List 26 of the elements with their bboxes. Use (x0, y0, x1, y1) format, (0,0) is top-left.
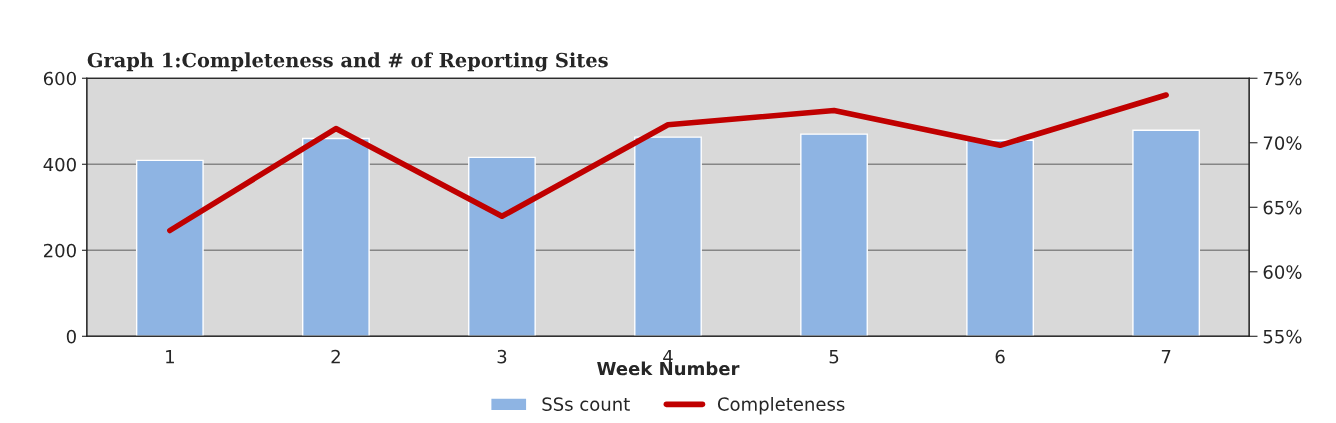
bar (966, 139, 1034, 337)
y-tick-label: 400 (43, 157, 76, 172)
x-tick-label: 5 (829, 350, 839, 364)
chart-title: Graph 1:Completeness and # of Reporting Sites (87, 52, 608, 72)
y-tick-label: 0 (66, 329, 76, 344)
x-tick-label: 1 (166, 350, 174, 364)
bar (468, 156, 536, 337)
bar (634, 136, 702, 337)
x-tick-label: 2 (331, 349, 340, 364)
y-tick-label: 200 (43, 243, 76, 258)
bar (1132, 129, 1201, 337)
y2-tick-label: 70% (1263, 136, 1302, 150)
bar (302, 137, 370, 337)
bar (135, 159, 204, 337)
y-tick-label: 600 (43, 71, 76, 86)
x-axis-title: Week Number (597, 361, 740, 376)
x-tick-label: 6 (995, 349, 1005, 364)
y2-tick-label: 65% (1263, 200, 1302, 215)
y2-tick-label: 60% (1263, 265, 1302, 279)
x-tick-label: 3 (497, 349, 507, 364)
y2-tick-label: 55% (1263, 329, 1302, 344)
x-tick-label: 7 (1161, 350, 1171, 364)
y2-tick-label: 75% (1263, 71, 1302, 86)
legend-label: Completeness (717, 396, 845, 415)
bar (800, 133, 868, 337)
legend-label: SSs count (542, 397, 630, 411)
